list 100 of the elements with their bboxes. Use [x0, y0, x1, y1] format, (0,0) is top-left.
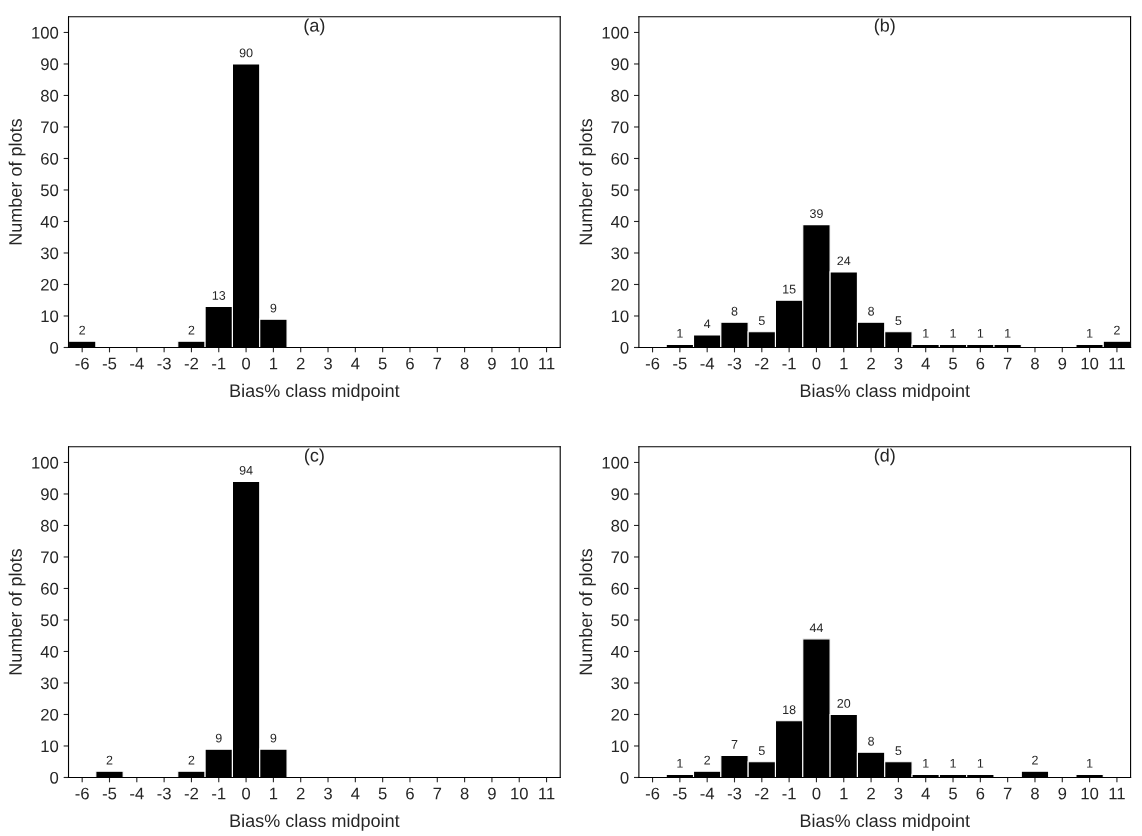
x-tick-label: 5: [378, 357, 387, 370]
x-tick-label: 8: [1031, 357, 1039, 370]
data-label: 9: [270, 733, 277, 743]
y-axis-title: Number of plots: [578, 549, 596, 675]
y-tick-label: 20: [41, 278, 59, 291]
y-tick-label: 10: [611, 740, 629, 753]
x-tick-label: 3: [894, 357, 903, 370]
y-tick-label: 90: [611, 488, 629, 501]
y-axis-title: Number of plots: [578, 119, 596, 245]
y-tick-label: 60: [611, 582, 629, 595]
x-tick-label: -6: [75, 787, 89, 800]
x-tick-label: 2: [296, 787, 305, 800]
y-tick-label: 60: [41, 152, 59, 165]
x-tick-label: 9: [488, 357, 496, 370]
chart-title: (c): [304, 448, 324, 466]
x-tick-label: 4: [351, 357, 360, 370]
y-tick-label: 80: [611, 519, 629, 532]
x-tick-label: 11: [539, 787, 555, 800]
y-tick-label: 40: [611, 215, 629, 228]
y-tick-label: 80: [40, 519, 59, 532]
x-tick-label: 2: [867, 787, 875, 800]
y-tick-label: 0: [50, 341, 59, 354]
x-tick-label: -6: [645, 357, 660, 370]
data-label: 2: [79, 325, 86, 335]
x-tick-label: -4: [130, 787, 144, 800]
y-tick-label: 10: [611, 310, 629, 323]
chart-title: (d): [874, 448, 895, 466]
x-tick-label: -6: [645, 787, 660, 800]
x-tick-label: 9: [488, 787, 496, 800]
x-tick-label: -1: [782, 357, 796, 370]
y-tick-label: 20: [41, 708, 59, 721]
x-tick-label: 11: [1109, 357, 1125, 370]
x-axis-title: Bias% class midpoint: [800, 383, 970, 401]
data-label: 94: [239, 465, 253, 475]
y-tick-label: 100: [602, 456, 629, 469]
data-label: 9: [270, 303, 277, 313]
x-tick-label: -2: [755, 357, 769, 370]
x-tick-label: 11: [1109, 787, 1125, 800]
x-tick-label: -1: [212, 787, 226, 800]
x-tick-label: 4: [921, 357, 930, 370]
data-label: 2: [1032, 755, 1038, 765]
x-tick-label: -4: [700, 787, 715, 800]
data-label: 1: [677, 758, 683, 768]
x-tick-label: 10: [1081, 787, 1099, 800]
y-tick-label: 30: [611, 677, 629, 690]
y-tick-label: 100: [32, 26, 59, 39]
x-tick-label: 9: [1058, 357, 1067, 370]
x-tick-label: 6: [406, 357, 414, 370]
x-tick-label: -1: [782, 787, 796, 800]
data-label: 2: [188, 325, 195, 335]
y-tick-label: 80: [40, 89, 59, 102]
x-tick-label: 0: [242, 357, 251, 370]
chart-title: (a): [304, 18, 325, 36]
x-tick-label: 5: [949, 357, 957, 370]
data-label: 8: [868, 306, 875, 316]
data-label: 1: [1005, 328, 1011, 338]
x-tick-label: 1: [270, 357, 278, 370]
x-tick-label: -5: [673, 787, 687, 800]
x-tick-label: 8: [460, 787, 469, 800]
data-label: 2: [704, 755, 711, 765]
x-tick-label: 10: [1081, 357, 1099, 370]
data-label: 1: [950, 758, 956, 768]
x-tick-label: -5: [102, 357, 117, 370]
chart-title: (b): [874, 18, 895, 36]
x-tick-label: 10: [511, 357, 528, 370]
x-tick-label: -6: [75, 357, 89, 370]
y-axis-title: Number of plots: [8, 119, 26, 245]
y-tick-label: 20: [611, 708, 629, 721]
x-tick-label: -1: [212, 357, 226, 370]
x-tick-label: 1: [840, 357, 848, 370]
x-tick-label: 5: [949, 787, 957, 800]
data-label: 13: [212, 291, 226, 300]
y-tick-label: 10: [41, 740, 59, 753]
y-tick-label: 60: [611, 152, 629, 165]
y-tick-label: 60: [41, 582, 59, 595]
x-tick-label: 4: [921, 787, 930, 800]
x-tick-label: 11: [539, 357, 555, 370]
y-axis-title: Number of plots: [8, 549, 26, 675]
y-tick-label: 10: [41, 310, 59, 323]
x-axis-title: Bias% class midpoint: [230, 383, 400, 401]
x-tick-label: -5: [673, 357, 687, 370]
y-tick-label: 40: [40, 215, 59, 228]
x-tick-label: -3: [727, 787, 742, 800]
data-label: 1: [923, 758, 929, 768]
x-tick-label: 1: [270, 787, 278, 800]
data-label: 4: [703, 319, 711, 329]
data-label: 8: [868, 736, 875, 746]
x-tick-label: 7: [1003, 787, 1012, 800]
y-tick-label: 90: [41, 58, 59, 71]
data-label: 5: [758, 746, 765, 756]
data-label: 15: [783, 284, 796, 294]
x-tick-label: -3: [727, 357, 742, 370]
x-axis-title: Bias% class midpoint: [800, 813, 970, 831]
y-tick-label: 30: [40, 247, 59, 260]
y-tick-label: 50: [40, 614, 59, 627]
data-label: 39: [809, 209, 823, 218]
x-tick-label: 1: [840, 787, 848, 800]
x-tick-label: 9: [1058, 787, 1067, 800]
data-label: 1: [950, 328, 956, 338]
y-tick-label: 0: [620, 341, 629, 354]
